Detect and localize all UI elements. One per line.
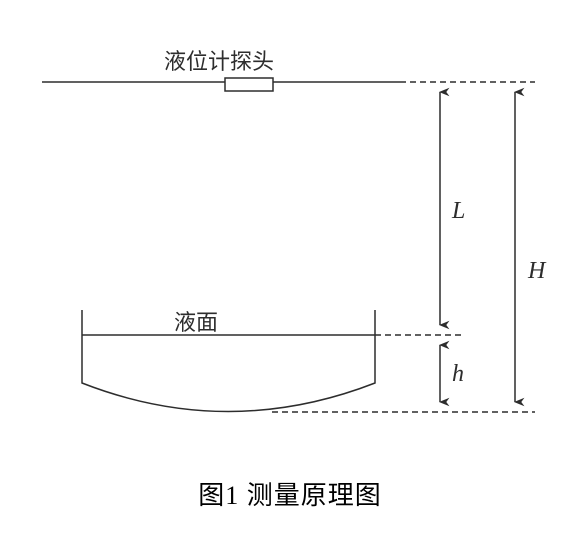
h-label: h	[452, 361, 464, 388]
measurement-diagram	[0, 0, 580, 551]
L-label: L	[452, 198, 465, 225]
H-label: H	[528, 258, 545, 285]
tank-shape	[82, 310, 375, 412]
probe-label: 液位计探头	[164, 44, 274, 76]
probe-box	[225, 78, 273, 91]
figure-caption: 图1 测量原理图	[0, 475, 580, 512]
surface-label: 液面	[174, 305, 218, 337]
